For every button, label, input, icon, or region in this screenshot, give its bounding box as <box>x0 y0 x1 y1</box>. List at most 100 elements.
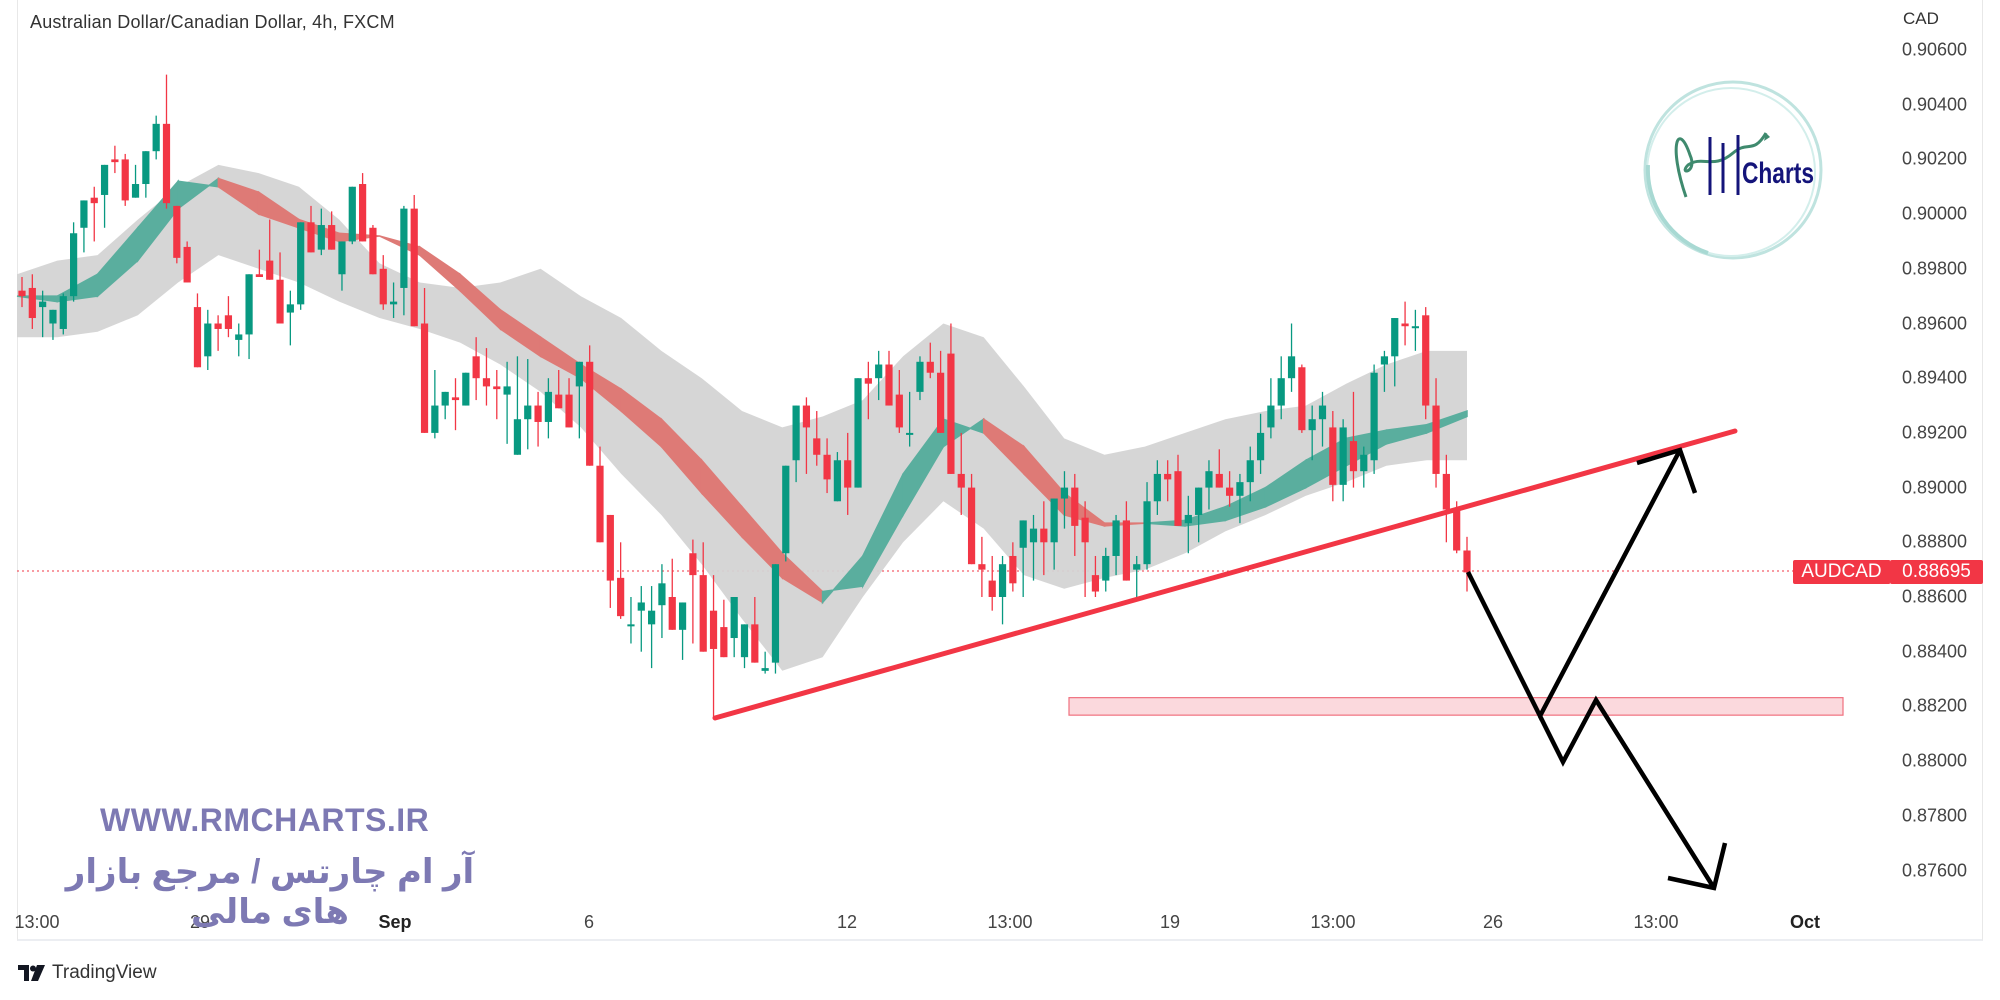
candle-up <box>1102 555 1110 581</box>
candle-up <box>503 386 511 395</box>
candle-up <box>998 564 1007 597</box>
ma-ribbon <box>16 177 1468 605</box>
tradingview-label: TradingView <box>52 962 157 983</box>
tradingview-branding[interactable]: TradingView <box>18 962 157 984</box>
time-tick: 29 <box>189 912 211 932</box>
candle-down <box>1463 550 1471 573</box>
candle-down <box>947 353 955 474</box>
candle-up <box>39 301 47 308</box>
price-tick: 0.88000 <box>1902 750 1968 771</box>
candle-down <box>266 260 274 280</box>
candle-up <box>637 602 645 611</box>
candle-down <box>1432 405 1440 474</box>
candle-up <box>286 304 294 313</box>
candle-down <box>255 274 263 278</box>
logo-signature-icon <box>1674 132 1768 198</box>
time-axis[interactable]: 13:00 29 Sep 6 12 13:00 19 13:00 26 13:00 Oct <box>14 905 1983 939</box>
watermark-tagline: آر ام چارتس / مرجع بازار های مالی <box>65 853 475 931</box>
candle-down <box>111 159 119 163</box>
candle-down <box>472 356 480 379</box>
time-tick: Oct <box>1789 912 1821 932</box>
candle-up <box>1184 514 1192 524</box>
candle-down <box>1081 517 1089 543</box>
arrowhead-up-icon[interactable] <box>1636 447 1698 494</box>
time-tick: 13:00 <box>1633 912 1679 932</box>
candle-down <box>957 473 965 488</box>
candle-up <box>740 624 749 658</box>
arrowhead-down-icon[interactable] <box>1667 842 1728 891</box>
price-axis[interactable]: 0.90600 0.90400 0.90200 0.90000 0.89800 0.896… <box>1880 0 1983 941</box>
rmcharts-logo: Charts <box>1643 80 1823 260</box>
candle-up <box>648 610 656 625</box>
candle-up <box>1246 460 1254 483</box>
candle-down <box>193 307 202 368</box>
support-zone-rectangle[interactable] <box>1068 697 1844 716</box>
candlestick-series <box>18 74 1471 718</box>
candle-up <box>875 364 883 379</box>
candle-up <box>658 583 666 606</box>
price-tick: 0.87800 <box>1902 805 1968 826</box>
candle-down <box>1009 555 1017 584</box>
candle-down <box>844 460 852 488</box>
ascending-trendline[interactable] <box>712 428 1738 721</box>
candle-up <box>441 391 449 406</box>
price-tick: 0.89400 <box>1902 367 1968 388</box>
envelope-band <box>17 164 1467 671</box>
candle-down <box>121 159 129 201</box>
candle-up <box>142 151 150 185</box>
watermark-url: WWW.RMCHARTS.IR <box>100 802 430 838</box>
candle-down <box>28 287 36 319</box>
candle-down <box>359 184 367 242</box>
candle-down <box>1422 315 1430 406</box>
candle-up <box>235 334 243 340</box>
candle-down <box>565 394 573 428</box>
time-tick: 13:00 <box>987 912 1033 932</box>
candle-up <box>792 405 800 461</box>
drawing-annotations[interactable] <box>712 428 1844 891</box>
candle-down <box>451 397 460 401</box>
projection-path-up[interactable] <box>1465 448 1682 721</box>
candle-up <box>627 624 635 627</box>
price-tick: 0.90400 <box>1902 94 1968 115</box>
candle-up <box>1112 520 1120 556</box>
time-tick: 13:00 <box>1310 912 1356 932</box>
candle-down <box>1453 509 1461 551</box>
candle-down <box>328 225 336 250</box>
tradingview-logo-icon <box>18 965 45 981</box>
chart-frame <box>17 0 1983 941</box>
candle-down <box>90 197 98 204</box>
candle-up <box>1267 405 1275 428</box>
candle-up <box>80 200 88 228</box>
candle-up <box>524 405 532 420</box>
candle-up <box>59 296 67 329</box>
candle-up <box>462 372 470 406</box>
price-tick: 0.88200 <box>1902 695 1968 716</box>
projection-path-down[interactable] <box>1537 695 1716 890</box>
candle-down <box>937 372 945 433</box>
candle-up <box>70 233 78 297</box>
candle-up <box>1029 528 1038 543</box>
candle-up <box>1195 487 1203 515</box>
candle-down <box>379 268 387 305</box>
candle-down <box>864 378 872 384</box>
candle-down <box>1091 575 1100 592</box>
candle-up <box>1143 501 1151 565</box>
candle-down <box>1164 473 1172 480</box>
candle-down <box>482 378 491 387</box>
price-tick: 0.90200 <box>1902 148 1968 169</box>
candle-down <box>1122 520 1130 581</box>
price-tick: 0.90600 <box>1902 39 1968 60</box>
candle-down <box>173 205 181 258</box>
price-tick: 0.89800 <box>1902 258 1968 279</box>
candle-up <box>1050 498 1058 543</box>
candle-up <box>1339 427 1347 485</box>
candle-up <box>771 564 780 663</box>
candle-up <box>1060 487 1069 499</box>
candle-down <box>1040 528 1048 543</box>
time-tick: 12 <box>836 912 858 932</box>
price-tick: 0.88600 <box>1902 586 1968 607</box>
candle-down <box>617 577 625 617</box>
last-price-value-tag: 0.88695 <box>1890 560 1983 584</box>
candle-up <box>1380 356 1389 365</box>
